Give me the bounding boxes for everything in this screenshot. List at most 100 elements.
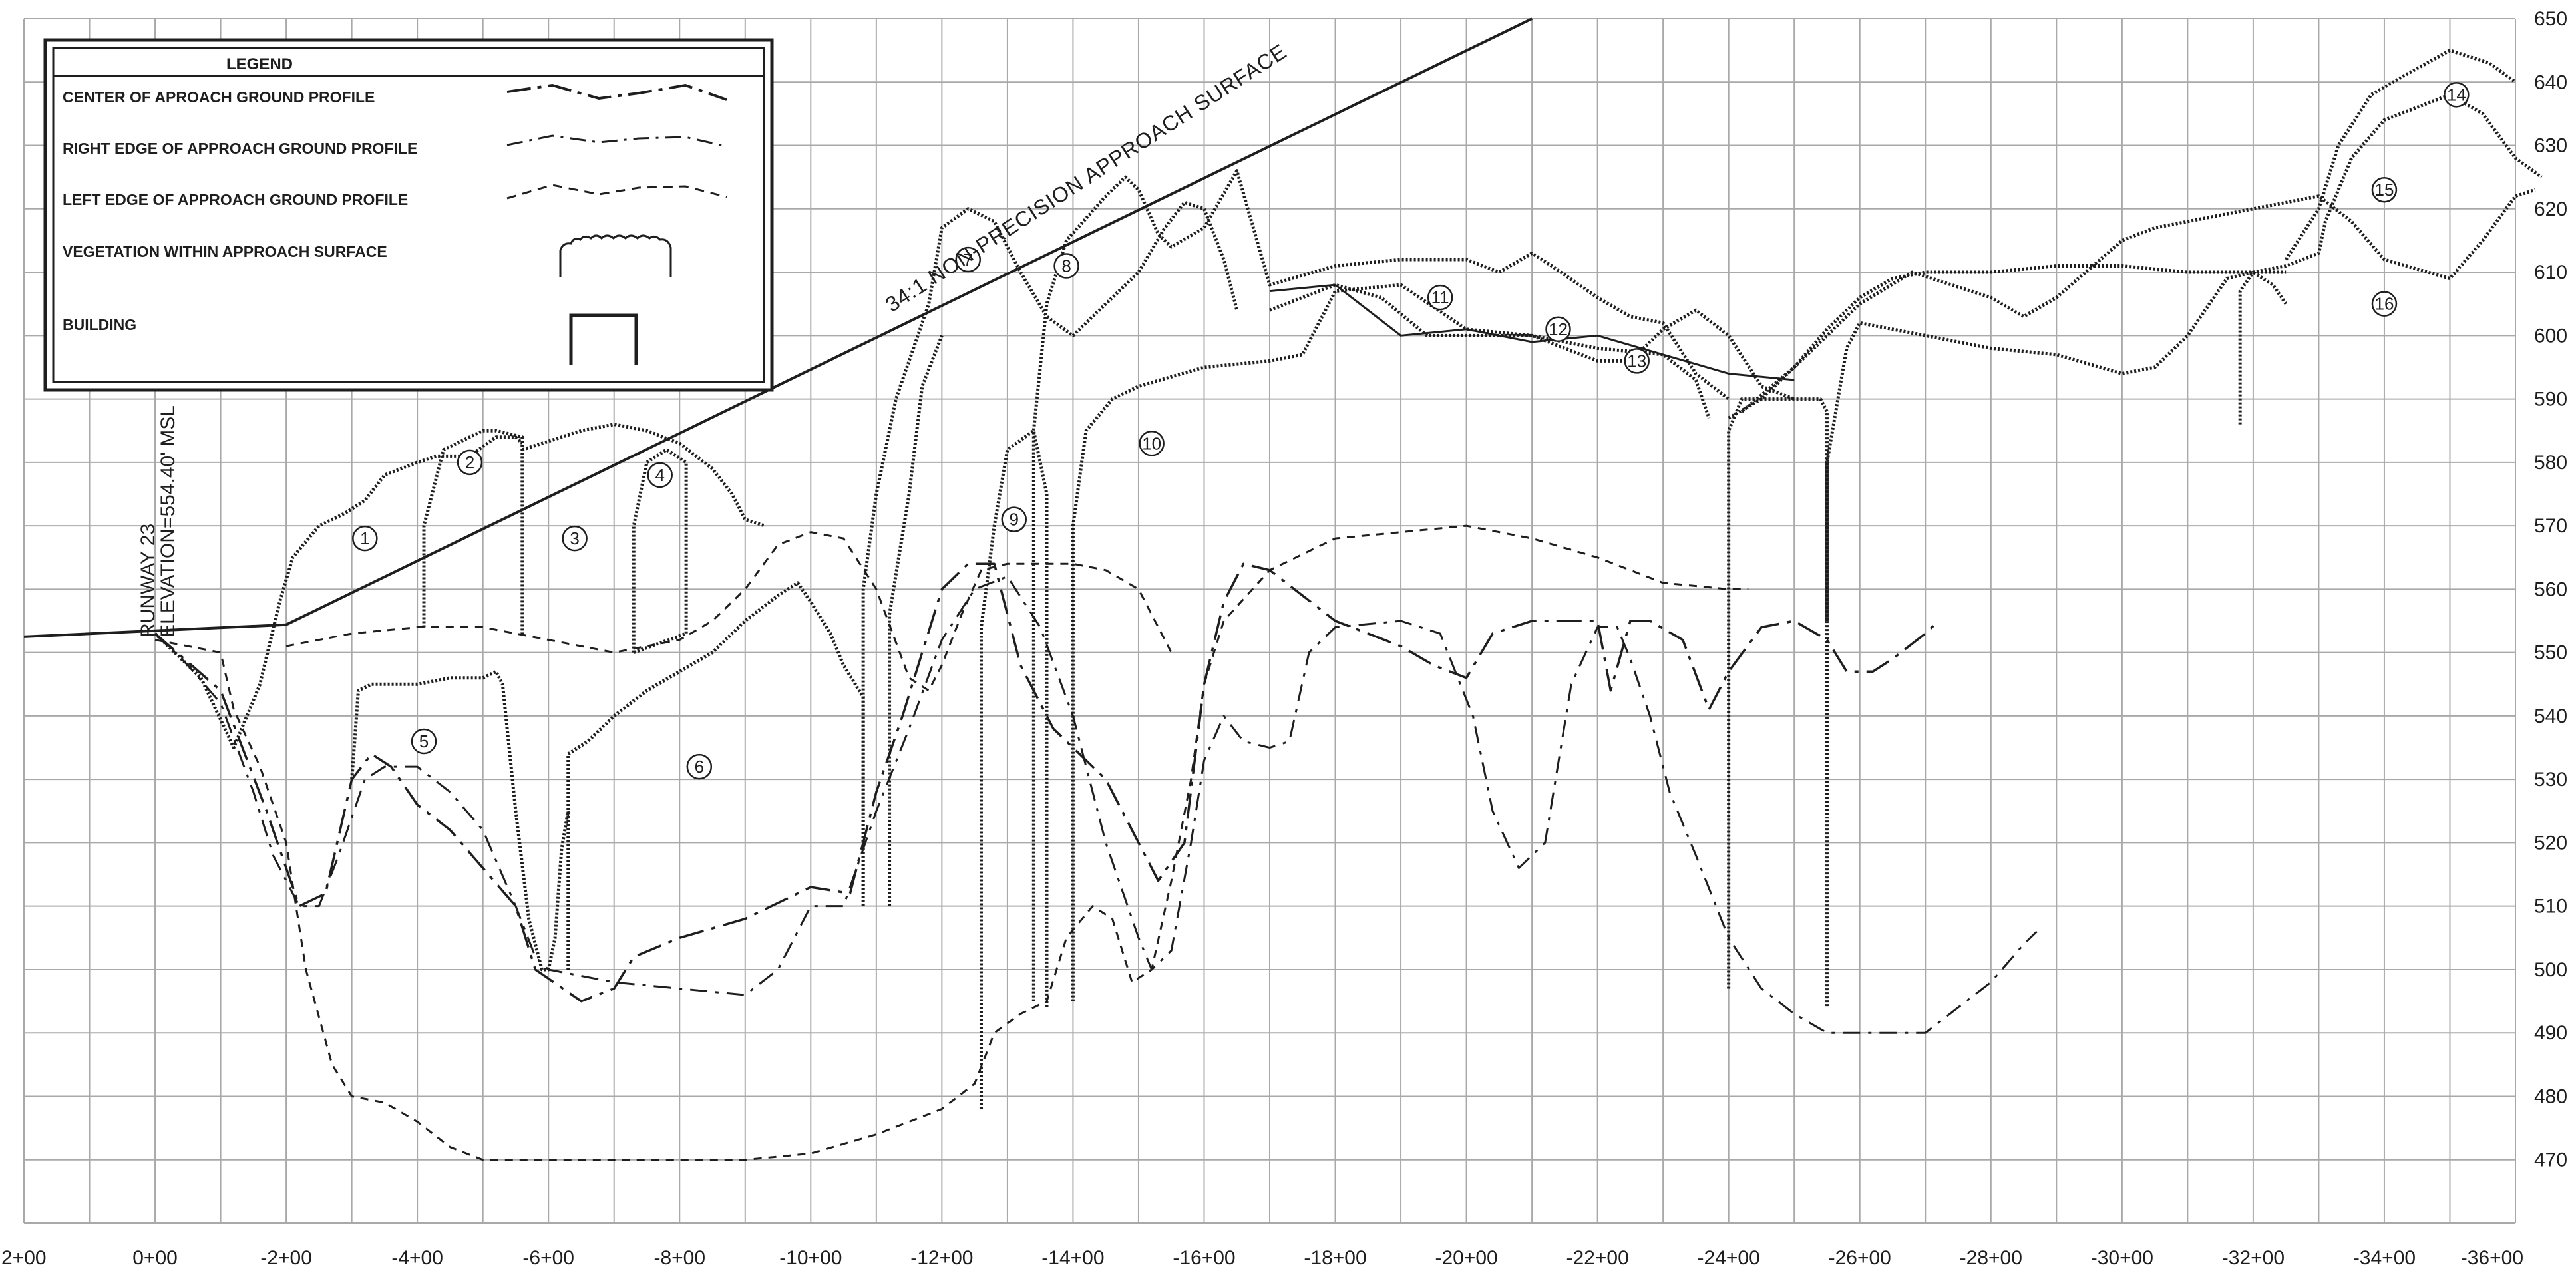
legend-title: LEGEND bbox=[226, 55, 293, 73]
y-tick-label: 570 bbox=[2534, 515, 2567, 537]
x-tick-label: -36+00 bbox=[2461, 1247, 2523, 1269]
profile-vegetation-line-22 bbox=[2285, 49, 2517, 261]
legend-label-right-edge: RIGHT EDGE OF APPROACH GROUND PROFILE bbox=[63, 140, 417, 157]
feature-circle-16 bbox=[2371, 291, 2398, 317]
x-tick-label: -8+00 bbox=[653, 1247, 705, 1269]
elevation-label: ELEVATION=554.40' MSL bbox=[157, 405, 179, 637]
feature-circle-12 bbox=[1545, 316, 1571, 343]
legend-label-vegetation: VEGETATION WITHIN APPROACH SURFACE bbox=[63, 243, 387, 260]
feature-label-7: 7 bbox=[964, 250, 973, 270]
feature-label-1: 1 bbox=[360, 528, 369, 548]
y-tick-label: 650 bbox=[2534, 8, 2567, 30]
y-tick-label: 520 bbox=[2534, 832, 2567, 854]
x-tick-label: -34+00 bbox=[2353, 1247, 2416, 1269]
profile-vegetation-line-16 bbox=[1269, 283, 1795, 401]
feature-label-13: 13 bbox=[1627, 351, 1646, 371]
profile-vegetation-line-18 bbox=[1825, 270, 2288, 621]
y-tick-label: 530 bbox=[2534, 769, 2567, 791]
approach-surface bbox=[23, 17, 1533, 638]
profile-vegetation-line-6 bbox=[422, 429, 524, 634]
y-tick-label: 540 bbox=[2534, 705, 2567, 727]
profile-vegetation-line-21 bbox=[1740, 188, 2536, 413]
profile-vegetation-line-17 bbox=[1727, 397, 1829, 1008]
feature-circle-15 bbox=[2371, 176, 2398, 203]
y-tick-label: 590 bbox=[2534, 389, 2567, 411]
legend-symbol-right-edge bbox=[506, 134, 727, 148]
y-tick-label: 600 bbox=[2534, 325, 2567, 347]
x-tick-label: -26+00 bbox=[1829, 1247, 1891, 1269]
profile-vegetation-line-9 bbox=[350, 669, 570, 972]
legend-symbol-left-edge bbox=[506, 184, 727, 200]
x-tick-label: 2+00 bbox=[1, 1247, 47, 1269]
feature-circle-9 bbox=[1001, 506, 1027, 532]
legend-symbol-vegetation bbox=[559, 234, 672, 277]
feature-label-14: 14 bbox=[2447, 85, 2466, 104]
profile-vegetation-line-7 bbox=[522, 423, 766, 528]
y-tick-label: 490 bbox=[2534, 1022, 2567, 1044]
legend-symbol-building bbox=[569, 313, 638, 365]
profile-solid-line-23 bbox=[1269, 283, 1795, 381]
feature-circle-13 bbox=[1624, 348, 1650, 374]
profile-right-line-2 bbox=[154, 575, 2038, 1034]
feature-circle-11 bbox=[1427, 284, 1453, 311]
x-tick-label: -32+00 bbox=[2222, 1247, 2285, 1269]
profile-vegetation-line-5 bbox=[154, 435, 524, 750]
runway-annotation: RUNWAY 23 ELEVATION=554.40' MSL bbox=[137, 405, 179, 637]
feature-label-16: 16 bbox=[2374, 294, 2394, 314]
x-tick-label: -20+00 bbox=[1435, 1247, 1497, 1269]
feature-label-4: 4 bbox=[655, 465, 664, 485]
feature-circle-4 bbox=[647, 462, 673, 488]
x-tick-label: -10+00 bbox=[779, 1247, 842, 1269]
feature-label-3: 3 bbox=[570, 528, 579, 548]
y-tick-label: 470 bbox=[2534, 1149, 2567, 1171]
x-axis-ticks: 2+00 0+00 -2+00 -4+00 -6+00 -8+00 -10+00 -12+00… bbox=[1, 1247, 2523, 1269]
profile-vegetation-line-12 bbox=[888, 335, 944, 906]
feature-circle-2 bbox=[457, 449, 483, 476]
y-tick-label: 510 bbox=[2534, 896, 2567, 918]
profile-vegetation-line-15 bbox=[1031, 169, 1730, 1001]
x-tick-label: 0+00 bbox=[132, 1247, 178, 1269]
feature-label-8: 8 bbox=[1061, 256, 1071, 276]
feature-label-10: 10 bbox=[1142, 433, 1161, 453]
feature-label-15: 15 bbox=[2374, 180, 2394, 200]
y-tick-label: 610 bbox=[2534, 262, 2567, 283]
x-tick-label: -28+00 bbox=[1960, 1247, 2022, 1269]
y-tick-label: 580 bbox=[2534, 452, 2567, 474]
profile-left-line-4 bbox=[285, 531, 1173, 692]
runway-label: RUNWAY 23 bbox=[137, 524, 159, 637]
feature-circle-10 bbox=[1139, 431, 1165, 456]
feature-label-2: 2 bbox=[465, 453, 474, 472]
feature-circle-14 bbox=[2444, 82, 2470, 108]
y-tick-label: 560 bbox=[2534, 578, 2567, 600]
approach-surface-line bbox=[23, 17, 1533, 638]
legend-label-center: CENTER OF APROACH GROUND PROFILE bbox=[63, 89, 375, 106]
legend-label-building: BUILDING bbox=[63, 316, 136, 333]
x-tick-label: -30+00 bbox=[2091, 1247, 2153, 1269]
y-tick-label: 550 bbox=[2534, 642, 2567, 664]
x-tick-label: -12+00 bbox=[910, 1247, 973, 1269]
x-tick-label: -14+00 bbox=[1041, 1247, 1104, 1269]
y-axis-ticks: 470 480 490 500 510 520 530 540 550 560 570 580 590 6… bbox=[2534, 8, 2567, 1171]
feature-label-5: 5 bbox=[419, 731, 429, 751]
x-tick-label: -4+00 bbox=[391, 1247, 443, 1269]
feature-circle-7 bbox=[955, 246, 982, 273]
x-tick-label: -24+00 bbox=[1698, 1247, 1760, 1269]
y-tick-label: 620 bbox=[2534, 198, 2567, 220]
y-tick-label: 480 bbox=[2534, 1085, 2567, 1107]
feature-label-9: 9 bbox=[1010, 510, 1019, 530]
feature-circle-3 bbox=[562, 525, 588, 552]
x-tick-label: -22+00 bbox=[1566, 1247, 1629, 1269]
feature-circle-5 bbox=[411, 728, 437, 755]
feature-label-12: 12 bbox=[1549, 319, 1568, 339]
x-tick-label: -16+00 bbox=[1173, 1247, 1235, 1269]
legend-frame-outer bbox=[43, 38, 774, 392]
legend: LEGEND CENTER OF APROACH GROUND PROFILE … bbox=[43, 38, 774, 392]
y-tick-label: 640 bbox=[2534, 71, 2567, 93]
legend-title-box bbox=[52, 47, 765, 77]
feature-label-6: 6 bbox=[695, 757, 704, 777]
profile-vegetation-line-11 bbox=[861, 200, 1239, 906]
x-tick-label: -6+00 bbox=[522, 1247, 574, 1269]
y-tick-label: 630 bbox=[2534, 135, 2567, 157]
